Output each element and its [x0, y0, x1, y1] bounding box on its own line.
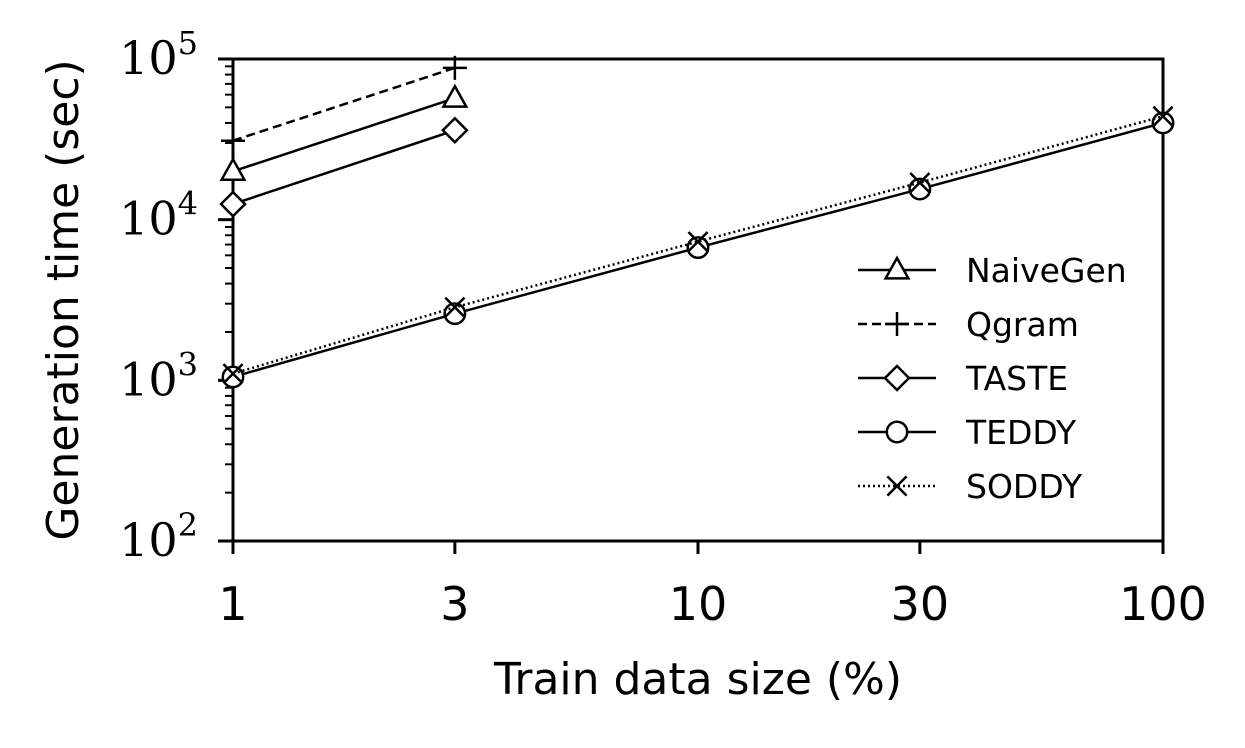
series-layer [219, 55, 1175, 389]
legend-item: SODDY [858, 467, 1083, 506]
data-point [221, 128, 245, 153]
legend-label: SODDY [966, 467, 1083, 506]
data-point [909, 172, 931, 194]
legend-marker [883, 364, 911, 392]
series-line [232, 129, 456, 206]
data-point [1151, 111, 1175, 135]
x-tick-label: 30 [891, 577, 950, 631]
legend-label: TASTE [965, 359, 1068, 398]
data-point [219, 156, 247, 181]
data-point [686, 236, 710, 260]
data-point [908, 177, 932, 201]
series-naivegen [219, 83, 469, 181]
series-qgram [221, 55, 467, 153]
legend-label: Qgram [966, 305, 1079, 344]
legend-item: TEDDY [858, 413, 1077, 452]
y-tick-label: 103 [119, 345, 198, 406]
y-tick-label: 104 [119, 185, 198, 246]
x-tick-label: 3 [440, 577, 469, 631]
series-line [232, 66, 456, 142]
x-tick-label: 10 [669, 577, 728, 631]
legend-marker [883, 255, 911, 280]
legend-item: Qgram [858, 305, 1079, 344]
legend-item: TASTE [858, 359, 1068, 398]
data-point [221, 365, 245, 389]
y-tick-label: 102 [119, 506, 198, 567]
x-axis-label: Train data size (%) [493, 654, 902, 705]
legend-marker [886, 475, 908, 497]
y-axis-label: Generation time (sec) [38, 59, 89, 540]
data-point [222, 363, 244, 385]
data-point [1152, 105, 1174, 127]
y-axis-ticks: 102 103 104 105 [119, 24, 233, 567]
x-tick-label: 100 [1119, 577, 1207, 631]
data-point [441, 116, 469, 145]
legend-marker [885, 312, 909, 336]
series-soddy [222, 105, 1174, 385]
data-point [687, 231, 709, 253]
data-point [442, 55, 467, 80]
x-axis-ticks: 1 3 10 30 100 [218, 541, 1207, 631]
data-point [219, 190, 247, 218]
data-point [441, 83, 469, 108]
legend-label: TEDDY [965, 413, 1077, 452]
series-line [232, 97, 456, 173]
legend-label: NaiveGen [966, 251, 1127, 290]
series-taste [219, 116, 469, 218]
y-tick-label: 105 [119, 24, 198, 85]
data-point [444, 296, 466, 318]
legend: NaiveGen Qgram TASTE TEDDY SODDY [858, 251, 1127, 506]
series-teddy [221, 111, 1175, 389]
legend-item: NaiveGen [858, 251, 1127, 290]
x-tick-label: 1 [218, 577, 247, 631]
legend-marker [885, 420, 909, 444]
